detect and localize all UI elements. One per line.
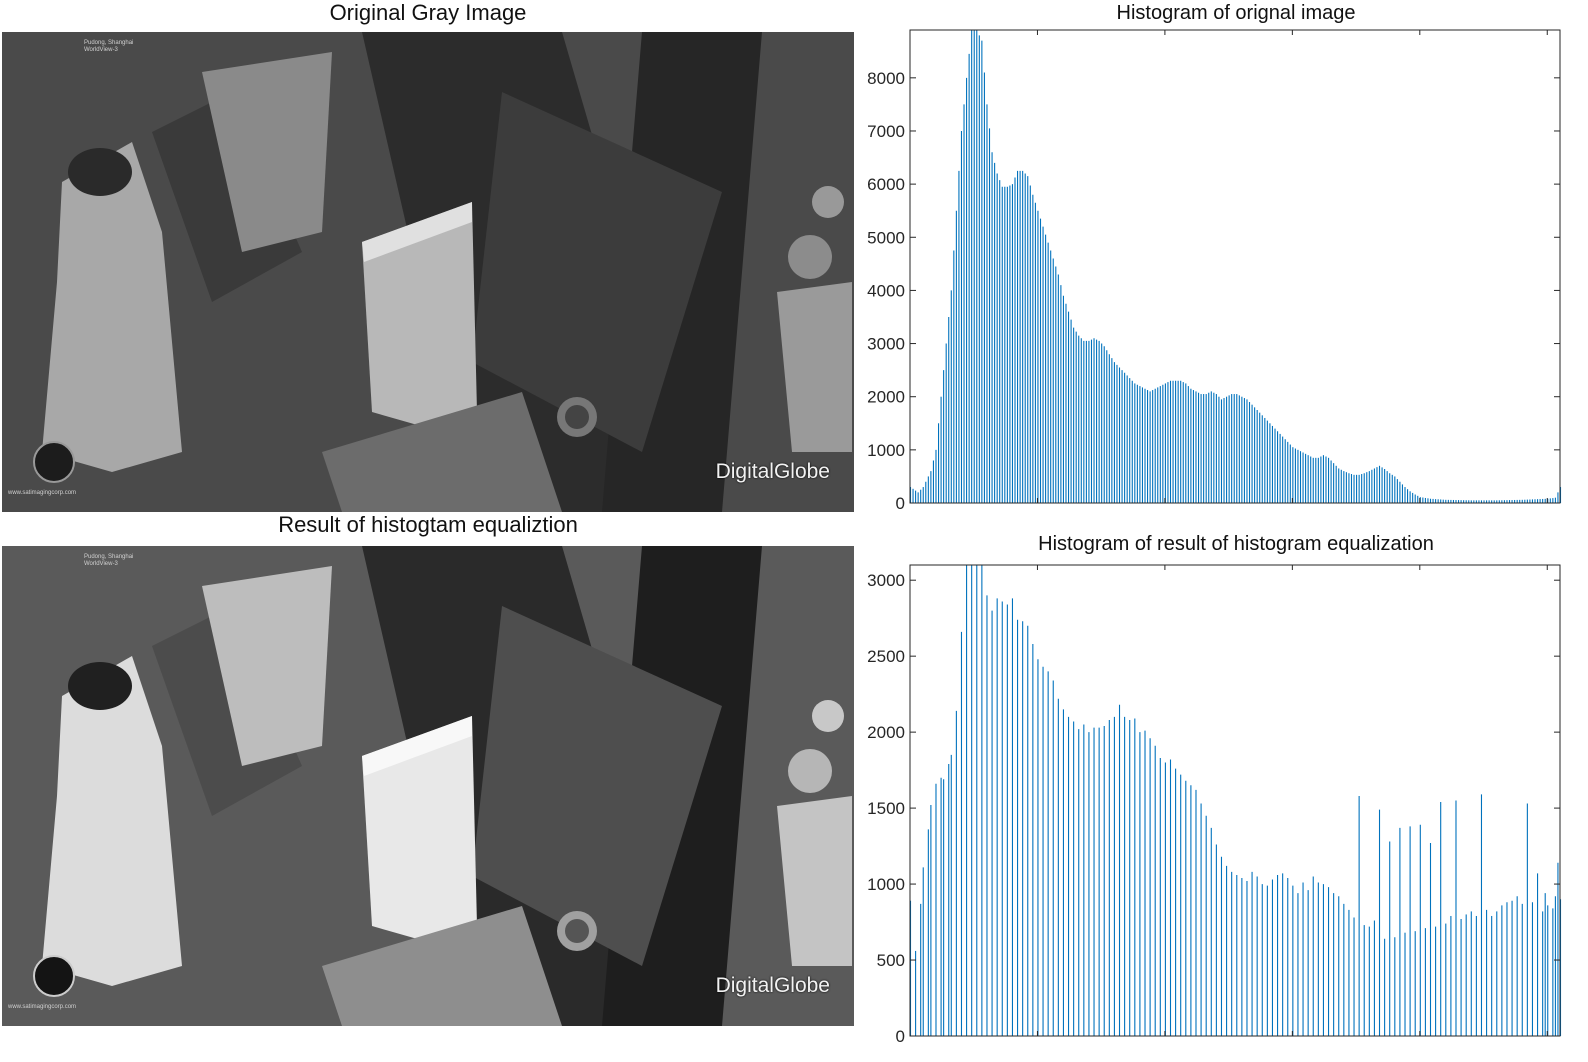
original-image-title: Original Gray Image xyxy=(329,0,527,25)
y-tick-label: 2500 xyxy=(867,647,905,666)
photo-footer-url: www.satimagingcorp.com xyxy=(8,490,77,496)
photo-header-text: Pudong, Shanghai WorldView-3 xyxy=(84,554,133,568)
plot-frame xyxy=(909,29,1561,504)
equalized-histogram-chart: 0 500 1000 1500 2000 2500 3000 xyxy=(852,556,1572,1048)
y-tick-label: 8000 xyxy=(867,69,905,88)
y-tick-label: 4000 xyxy=(867,281,905,300)
y-tick-label: 500 xyxy=(877,951,905,970)
equalized-histogram-title: Histogram of result of histogram equaliz… xyxy=(1038,533,1434,555)
photo-header-line-1: Pudong, Shanghai xyxy=(84,554,134,560)
y-tick-label: 3000 xyxy=(867,335,905,354)
histogram-bars xyxy=(909,565,1562,1036)
y-tick-label: 1000 xyxy=(867,875,905,894)
digitalglobe-watermark: DigitalGlobe xyxy=(715,974,830,997)
photo-header-line-2: WorldView-3 xyxy=(84,47,118,53)
y-tick-label: 6000 xyxy=(867,175,905,194)
original-histogram-chart: 0 1000 2000 3000 4000 5000 6000 7000 8000 xyxy=(852,26,1572,516)
y-tick-label: 0 xyxy=(896,494,905,513)
original-histogram-title: Histogram of orignal image xyxy=(1116,2,1356,24)
y-tick-label: 3000 xyxy=(867,571,905,590)
aerial-scene-original xyxy=(2,32,854,512)
original-gray-image: Pudong, Shanghai WorldView-3 www.satimag… xyxy=(2,32,854,512)
histogram-bars xyxy=(909,30,1562,503)
equalized-gray-image: Pudong, Shanghai WorldView-3 www.satimag… xyxy=(2,546,854,1026)
equalized-image-title: Result of histogtam equaliztion xyxy=(278,512,578,537)
y-tick-label: 2000 xyxy=(867,388,905,407)
aerial-scene-equalized xyxy=(2,546,854,1026)
y-tick-label: 1000 xyxy=(867,441,905,460)
y-tick-label: 7000 xyxy=(867,122,905,141)
photo-header-line-1: Pudong, Shanghai xyxy=(84,40,134,46)
original-histogram-svg: 0 1000 2000 3000 4000 5000 6000 7000 8000 xyxy=(867,29,1562,513)
y-tick-label: 1500 xyxy=(867,799,905,818)
photo-header-text: Pudong, Shanghai WorldView-3 xyxy=(84,40,133,54)
y-tick-label: 5000 xyxy=(867,228,905,247)
plot-frame xyxy=(909,564,1561,1037)
equalized-histogram-svg: 0 500 1000 1500 2000 2500 3000 xyxy=(867,564,1562,1046)
y-tick-label: 2000 xyxy=(867,723,905,742)
photo-header-line-2: WorldView-3 xyxy=(84,561,118,567)
digitalglobe-watermark: DigitalGlobe xyxy=(715,460,830,483)
photo-footer-url: www.satimagingcorp.com xyxy=(8,1004,77,1010)
y-tick-label: 0 xyxy=(896,1027,905,1046)
